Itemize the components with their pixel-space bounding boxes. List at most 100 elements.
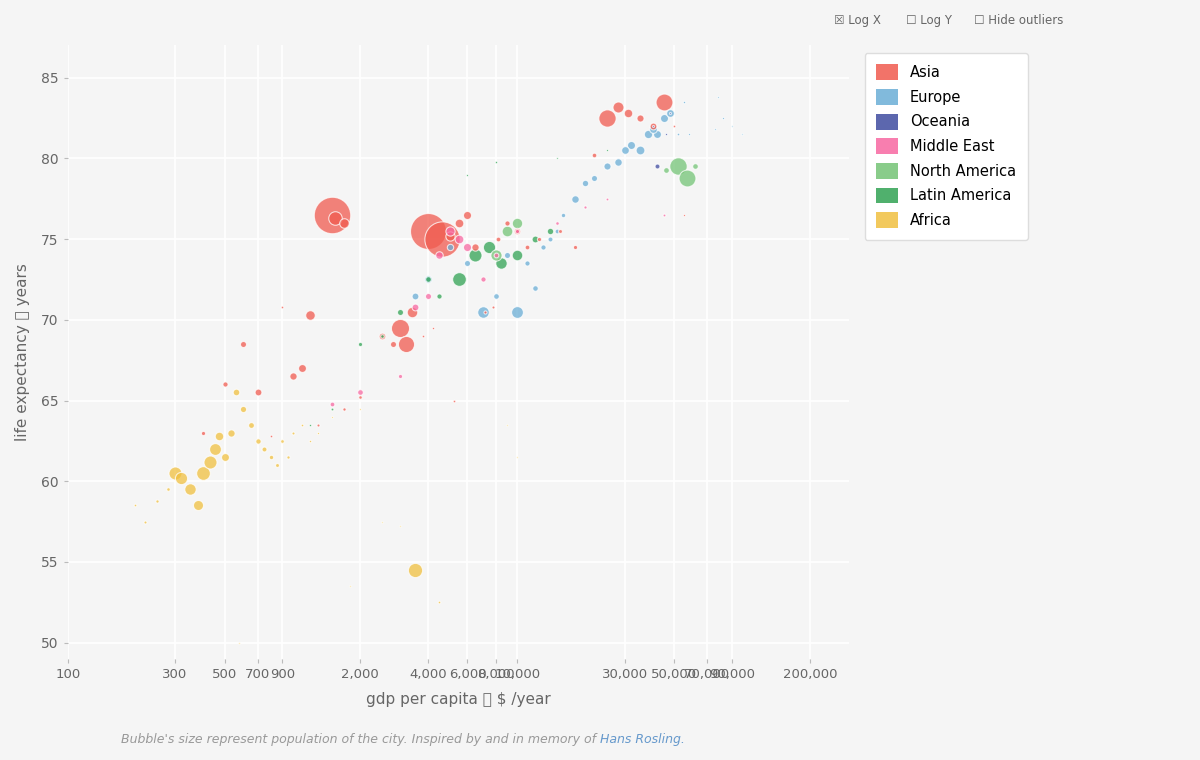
Point (466, 249, 485, 261)
Point (325, 212, 344, 224)
Point (248, 435, 268, 447)
Point (473, 306, 492, 318)
Point (486, 290, 505, 302)
Point (679, 128, 698, 141)
Point (458, 209, 478, 221)
Point (508, 225, 527, 237)
Point (674, 209, 694, 221)
Point (565, 193, 584, 205)
Point (475, 306, 494, 318)
Point (618, 107, 637, 119)
Point (444, 394, 463, 407)
Point (551, 225, 570, 237)
Point (390, 521, 409, 533)
Point (598, 160, 617, 173)
Point (498, 419, 517, 431)
Point (262, 451, 281, 463)
Legend: Asia, Europe, Oceania, Middle East, North America, Latin America, Africa: Asia, Europe, Oceania, Middle East, Nort… (864, 52, 1027, 240)
Point (498, 249, 517, 261)
Point (541, 225, 560, 237)
Point (440, 241, 460, 253)
Point (283, 427, 302, 439)
Point (508, 249, 527, 261)
Point (215, 378, 234, 391)
Point (406, 290, 425, 302)
Point (533, 241, 552, 253)
Point (616, 144, 635, 157)
Point (654, 209, 673, 221)
Text: ☒ Log X: ☒ Log X (834, 14, 881, 27)
Text: Bubble's size represent population of the city. Inspired by and in memory of: Bubble's size represent population of th… (121, 733, 600, 746)
Point (406, 564, 425, 576)
Point (661, 107, 680, 119)
Point (638, 128, 658, 141)
Point (661, 107, 680, 119)
Point (517, 241, 536, 253)
Point (622, 139, 641, 151)
Point (648, 160, 667, 173)
Point (565, 241, 584, 253)
Point (488, 233, 508, 245)
Point (480, 241, 499, 253)
Point (419, 290, 438, 302)
Point (272, 435, 292, 447)
Point (541, 233, 560, 245)
Point (654, 112, 673, 124)
Point (205, 443, 224, 455)
Point (598, 193, 617, 205)
Point (668, 160, 688, 173)
Point (517, 258, 536, 270)
Point (508, 306, 527, 318)
Point (200, 456, 220, 468)
Point (372, 330, 391, 342)
Point (390, 306, 409, 318)
Point (449, 274, 468, 286)
Point (241, 419, 260, 431)
Point (193, 427, 212, 439)
Point (335, 403, 354, 415)
Point (227, 386, 246, 398)
Point (466, 241, 485, 253)
Point (584, 172, 604, 184)
Point (272, 301, 292, 313)
Point (708, 91, 727, 103)
Point (449, 217, 468, 229)
Point (278, 451, 298, 463)
Point (341, 580, 360, 592)
Point (424, 321, 443, 334)
Point (654, 96, 673, 108)
Point (643, 123, 662, 135)
Point (668, 128, 688, 141)
Point (308, 419, 328, 431)
X-axis label: gdp per capita 💲 $ /year: gdp per capita 💲 $ /year (366, 692, 551, 707)
Point (419, 274, 438, 286)
Point (293, 419, 312, 431)
Y-axis label: life expectancy 📅 years: life expectancy 📅 years (14, 263, 30, 441)
Point (283, 370, 302, 382)
Point (413, 330, 432, 342)
Point (630, 144, 649, 157)
Point (406, 301, 425, 313)
Point (323, 397, 342, 410)
Point (608, 156, 628, 168)
Point (547, 217, 566, 229)
Point (350, 403, 370, 415)
Point (430, 597, 449, 609)
Point (486, 156, 505, 168)
Point (396, 338, 415, 350)
Point (350, 391, 370, 404)
Point (547, 152, 566, 164)
Point (576, 201, 595, 213)
Point (526, 281, 545, 293)
Point (323, 403, 342, 415)
Point (136, 515, 155, 527)
Point (678, 172, 697, 184)
Point (458, 258, 478, 270)
Point (526, 233, 545, 245)
Point (547, 225, 566, 237)
Point (430, 290, 449, 302)
Point (458, 241, 478, 253)
Point (643, 120, 662, 132)
Point (293, 363, 312, 375)
Point (126, 499, 145, 511)
